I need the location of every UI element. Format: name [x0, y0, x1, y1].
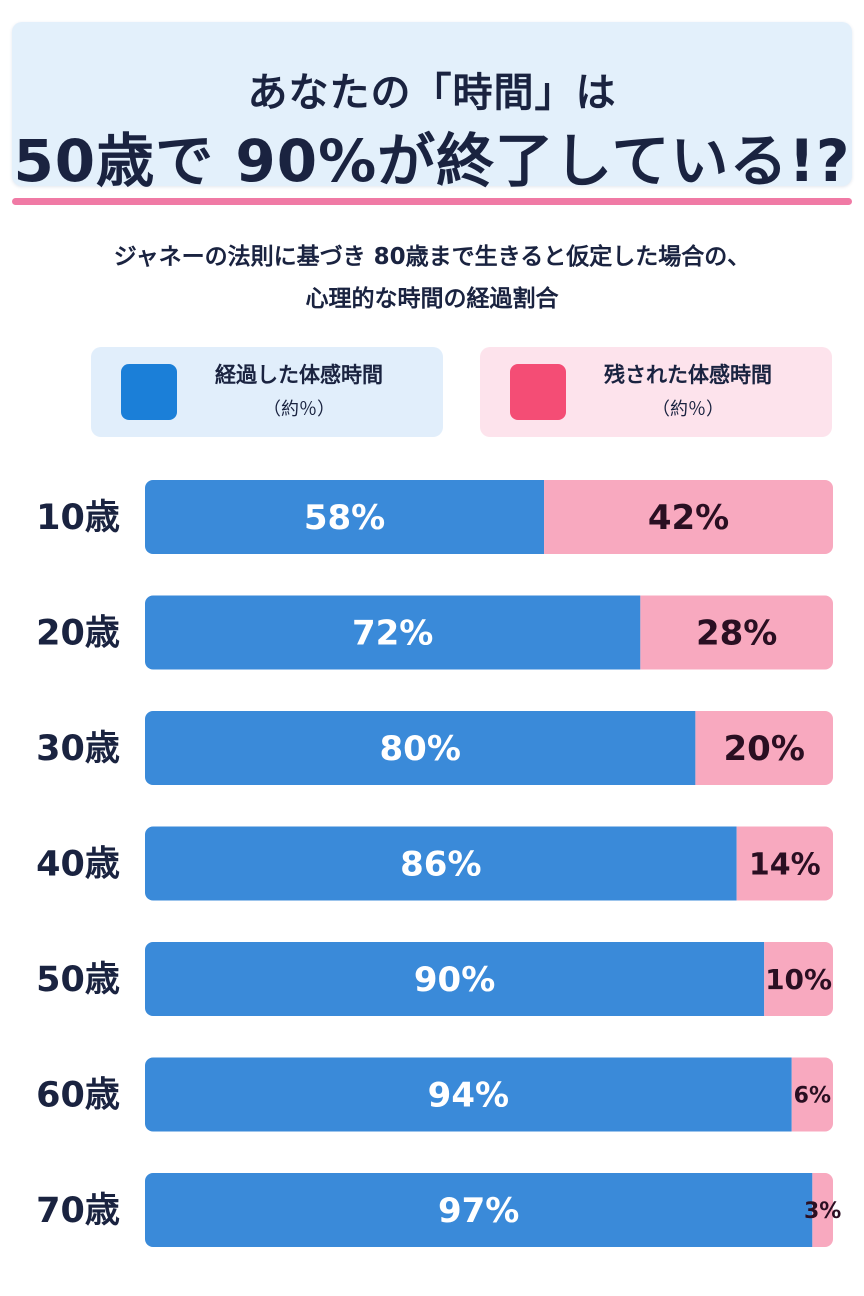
bar-row [145, 1173, 833, 1247]
subtitle-line-2: 心理的な時間の経過割合 [305, 286, 559, 312]
bar-label-remaining: 6% [794, 1083, 831, 1108]
title-line-2: 50歳で 90%が終了している!? [13, 127, 851, 195]
bar-label-remaining: 42% [648, 498, 729, 538]
bar-elapsed [145, 1057, 792, 1132]
bar-label-remaining: 3% [804, 1199, 841, 1224]
bar-row [145, 480, 833, 554]
bar-label-remaining: 10% [765, 963, 832, 996]
category-label: 50歳 [36, 960, 120, 1000]
bar-elapsed [145, 595, 641, 670]
bar-row [145, 1057, 833, 1132]
legend-item-elapsed: 経過した体感時間 （約％） [91, 347, 443, 437]
bar-label-remaining: 14% [749, 847, 821, 882]
bar-elapsed [145, 826, 737, 901]
category-label: 60歳 [36, 1076, 120, 1116]
bar-remaining [695, 711, 833, 785]
title-box: あなたの「時間」は 50歳で 90%が終了している!? [12, 22, 852, 195]
bar-row [145, 595, 833, 670]
bar-remaining [640, 595, 833, 670]
category-label: 10歳 [36, 498, 120, 538]
bar-label-remaining: 20% [724, 729, 805, 769]
category-label: 30歳 [36, 729, 120, 769]
stacked-bar-chart: 10歳 58% 42% 20歳 72% 28% 30歳 80% 20% 40歳 86% 14% 50歳 9… [36, 480, 841, 1247]
bar-label-remaining: 28% [696, 614, 777, 654]
bar-row [145, 711, 833, 785]
bar-label-elapsed: 97% [438, 1191, 519, 1231]
bar-row [145, 942, 833, 1016]
subtitle-line-1: ジャネーの法則に基づき 80歳まで生きると仮定した場合の、 [113, 244, 751, 270]
legend-item-remaining: 残された体感時間 （約％） [480, 347, 832, 437]
bar-remaining [764, 942, 833, 1016]
title-divider [12, 198, 852, 205]
subtitle: ジャネーの法則に基づき 80歳まで生きると仮定した場合の、 心理的な時間の経過割… [0, 236, 864, 320]
bar-remaining [544, 480, 833, 554]
bar-remaining [736, 826, 833, 901]
bar-elapsed [145, 480, 545, 554]
bar-label-elapsed: 94% [428, 1076, 509, 1116]
bar-label-elapsed: 58% [304, 498, 385, 538]
bar-elapsed [145, 1173, 813, 1247]
bar-row [145, 826, 833, 901]
bar-label-elapsed: 86% [400, 845, 481, 885]
category-label: 40歳 [36, 845, 120, 885]
bar-label-elapsed: 72% [352, 614, 433, 654]
bar-label-elapsed: 80% [380, 729, 461, 769]
legend-note-elapsed: （約％） [263, 399, 335, 420]
bar-elapsed [145, 711, 696, 785]
legend-label-elapsed: 経過した体感時間 [215, 363, 383, 387]
bar-remaining [812, 1173, 833, 1247]
bar-elapsed [145, 942, 765, 1016]
category-label: 70歳 [36, 1191, 120, 1231]
bar-label-elapsed: 90% [414, 960, 495, 1000]
legend-label-remaining: 残された体感時間 [604, 363, 772, 387]
category-label: 20歳 [36, 614, 120, 654]
legend-swatch-elapsed [121, 364, 177, 420]
legend-swatch-remaining [510, 364, 566, 420]
title-line-1: あなたの「時間」は [247, 70, 617, 116]
bar-remaining [791, 1057, 833, 1132]
legend-note-remaining: （約％） [652, 399, 724, 420]
